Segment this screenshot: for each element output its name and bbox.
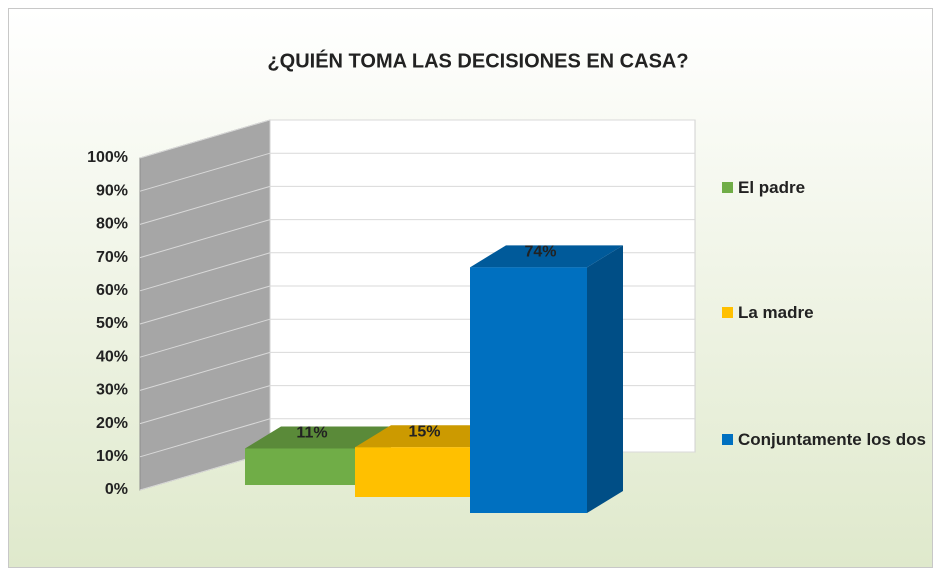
bar — [470, 267, 587, 513]
legend-entry: El padre — [722, 175, 932, 201]
y-tick-label: 0% — [105, 481, 128, 498]
y-tick-label: 30% — [96, 382, 128, 399]
legend-swatch — [722, 182, 733, 193]
bar-top — [245, 426, 391, 449]
data-label: 15% — [408, 423, 440, 440]
y-tick-label: 60% — [96, 282, 128, 299]
data-label: 11% — [296, 425, 327, 442]
y-tick-label: 40% — [96, 348, 128, 365]
data-label: 74% — [524, 244, 556, 261]
y-tick-label: 20% — [96, 415, 128, 432]
y-tick-label: 90% — [96, 182, 128, 199]
bar — [245, 448, 355, 485]
y-tick-label: 80% — [96, 216, 128, 233]
y-tick-label: 10% — [96, 448, 128, 465]
grid-line — [139, 119, 695, 159]
grid-line — [139, 219, 695, 259]
bar-top — [355, 425, 506, 448]
bar-side — [587, 245, 623, 513]
legend-label: La madre — [738, 303, 814, 322]
legend-label: Conjuntamente los dos — [738, 430, 926, 449]
legend-entry: La madre — [722, 300, 932, 326]
legend-entry: Conjuntamente los dos — [722, 427, 932, 453]
y-tick-label: 50% — [96, 315, 128, 332]
grid-line — [139, 152, 695, 192]
legend-label: El padre — [738, 178, 806, 197]
chart-title: ¿QUIÉN TOMA LAS DECISIONES EN CASA? — [267, 49, 688, 72]
y-tick-label: 70% — [96, 249, 128, 266]
bar-top — [470, 245, 623, 268]
legend-swatch — [722, 434, 733, 445]
legend-swatch — [722, 307, 733, 318]
bar — [355, 447, 470, 497]
y-tick-label: 100% — [87, 149, 128, 166]
grid-line — [139, 185, 695, 225]
